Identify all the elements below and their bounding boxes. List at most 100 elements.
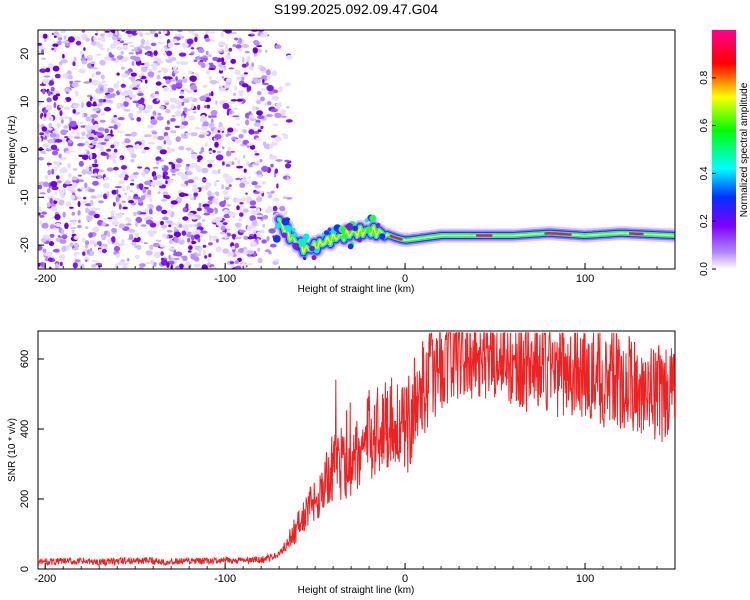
noise-blob	[116, 80, 120, 84]
noise-blob	[195, 56, 202, 60]
noise-blob	[246, 161, 249, 166]
noise-blob	[117, 117, 125, 121]
noise-blob	[210, 118, 214, 124]
noise-blob	[59, 261, 63, 267]
noise-blob	[239, 202, 244, 205]
noise-blob	[120, 50, 124, 55]
noise-blob	[104, 56, 112, 61]
noise-blob	[249, 215, 256, 222]
noise-region	[38, 30, 293, 269]
noise-blob	[227, 127, 234, 133]
noise-blob	[106, 167, 114, 172]
noise-blob	[95, 132, 103, 137]
noise-blob	[217, 49, 223, 52]
noise-blob	[246, 85, 252, 92]
noise-blob	[38, 101, 42, 107]
noise-blob	[52, 43, 59, 48]
noise-blob	[174, 42, 181, 46]
noise-blob	[272, 197, 280, 202]
noise-blob	[209, 39, 216, 42]
noise-blob	[225, 186, 230, 190]
noise-blob	[156, 74, 161, 80]
noise-blob	[78, 160, 84, 167]
noise-blob	[69, 206, 74, 209]
noise-blob	[165, 220, 173, 224]
noise-blob	[236, 123, 241, 127]
noise-blob	[90, 114, 98, 119]
noise-blob	[144, 61, 151, 68]
noise-blob	[227, 204, 231, 207]
noise-blob	[60, 119, 64, 124]
noise-blob	[67, 74, 73, 80]
noise-blob	[206, 208, 214, 214]
noise-blob	[49, 233, 55, 238]
noise-blob	[200, 146, 205, 153]
noise-blob	[160, 199, 167, 202]
noise-blob	[154, 33, 159, 38]
tone-blob	[292, 242, 300, 250]
noise-blob	[135, 31, 143, 34]
noise-blob	[93, 36, 97, 41]
noise-blob	[237, 159, 241, 165]
noise-blob	[166, 262, 170, 268]
noise-blob	[223, 220, 231, 223]
noise-blob	[43, 253, 49, 256]
noise-blob	[118, 203, 122, 210]
noise-blob	[271, 70, 278, 77]
noise-blob	[207, 190, 212, 197]
noise-blob	[131, 131, 137, 137]
y-tick-label: 400	[19, 420, 31, 438]
noise-blob	[147, 71, 155, 78]
noise-blob	[149, 198, 152, 203]
noise-blob	[270, 141, 278, 146]
noise-blob	[106, 148, 111, 152]
noise-blob	[176, 158, 183, 164]
noise-blob	[256, 99, 261, 105]
noise-blob	[107, 217, 113, 220]
noise-blob	[223, 195, 230, 199]
noise-blob	[176, 104, 182, 110]
x-tick-label: -100	[214, 573, 236, 585]
noise-blob	[180, 35, 185, 39]
noise-blob	[131, 179, 135, 182]
noise-blob	[236, 98, 243, 102]
noise-blob	[40, 150, 46, 154]
noise-blob	[127, 257, 130, 262]
noise-blob	[129, 189, 134, 193]
noise-blob	[156, 160, 159, 165]
noise-blob	[170, 200, 178, 205]
x-tick-label: 0	[402, 273, 408, 285]
noise-blob	[72, 182, 78, 189]
noise-blob	[45, 104, 53, 111]
noise-blob	[99, 119, 106, 123]
noise-blob	[60, 59, 68, 64]
noise-blob	[201, 57, 208, 61]
noise-blob	[83, 196, 87, 200]
noise-blob	[131, 49, 135, 52]
noise-blob	[118, 174, 126, 178]
noise-blob	[278, 86, 283, 93]
noise-blob	[230, 58, 236, 64]
noise-blob	[52, 150, 58, 156]
noise-blob	[58, 153, 62, 159]
noise-blob	[116, 72, 120, 76]
noise-blob	[103, 193, 108, 200]
noise-blob	[129, 44, 135, 48]
noise-blob	[114, 186, 123, 189]
noise-blob	[208, 68, 216, 70]
noise-blob	[284, 159, 290, 163]
noise-blob	[215, 180, 220, 183]
noise-blob	[184, 108, 188, 113]
noise-blob	[175, 61, 182, 64]
noise-blob	[152, 134, 158, 140]
noise-blob	[73, 235, 80, 240]
noise-blob	[262, 82, 270, 86]
noise-blob	[248, 129, 255, 135]
noise-blob	[136, 143, 140, 147]
noise-blob	[59, 239, 67, 244]
noise-blob	[252, 229, 257, 234]
noise-blob	[48, 241, 55, 247]
noise-blob	[192, 177, 199, 180]
noise-blob	[124, 97, 131, 102]
